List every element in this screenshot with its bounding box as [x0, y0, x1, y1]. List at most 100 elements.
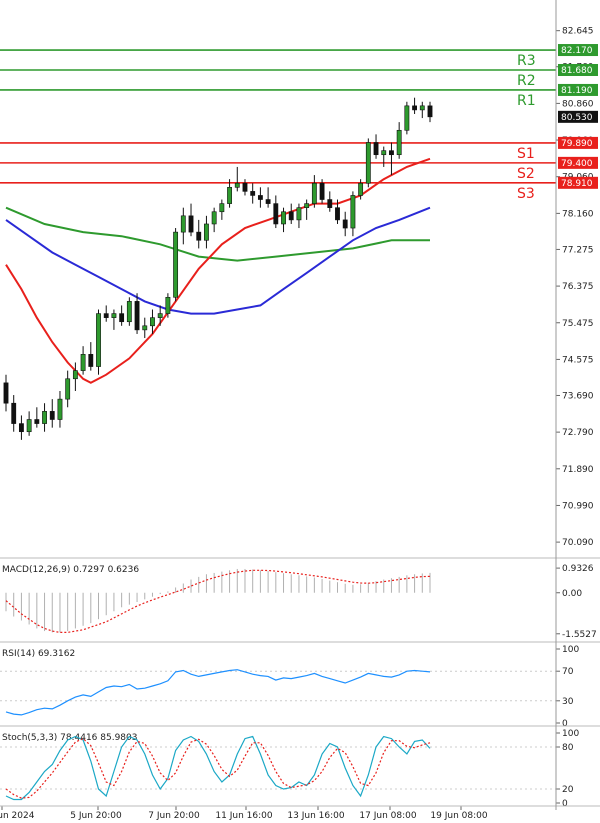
level-badge-label: 82.170 [561, 46, 593, 56]
sub-tick-label: 0 [562, 799, 568, 809]
candle-body-down [196, 231, 202, 241]
time-tick-label: 7 Jun 20:00 [148, 811, 200, 821]
sub-tick-label: 100 [562, 645, 579, 655]
macd-title: MACD(12,26,9) 0.7297 0.6236 [2, 565, 139, 575]
time-axis: 3 Jun 2024 5 Jun 20:00 7 Jun 20:00 11 Jun 1… [0, 806, 488, 821]
candle-body-down [188, 215, 194, 233]
candle [26, 411, 32, 436]
candle-body-down [288, 211, 294, 221]
price-tick-label: 80.860 [562, 99, 594, 109]
candle-body-up [304, 203, 310, 208]
price-tick-label: 77.275 [562, 245, 594, 255]
level-badge-bg [558, 63, 598, 76]
candle-body-up [350, 195, 356, 229]
price-axis: 82.64581.76080.86079.96079.06078.16077.2… [556, 27, 594, 548]
candle [211, 207, 217, 233]
level-badge-label: 81.190 [561, 86, 593, 96]
macd-panel: MACD(12,26,9) 0.7297 0.6236 0.9326 0.00 -1… [2, 564, 597, 640]
candle [219, 199, 225, 220]
candle-body-up [111, 313, 117, 318]
candle-body-up [80, 354, 86, 371]
level-badge-label: 81.680 [561, 66, 593, 76]
sub-tick-label: 100 [562, 729, 579, 739]
current-price-badge-label: 80.530 [561, 113, 593, 123]
candle [281, 207, 286, 233]
candle [419, 101, 425, 119]
candle [358, 179, 364, 200]
price-tick-label: 82.645 [562, 27, 594, 37]
candle-body-up [281, 211, 286, 225]
price-tick-label: 78.160 [562, 209, 594, 219]
candle [327, 191, 333, 212]
candle-body-down [342, 219, 348, 229]
candle [427, 101, 433, 123]
candle [188, 203, 194, 237]
candle-body-up [365, 142, 371, 184]
candle [288, 203, 294, 224]
candle-body-up [65, 378, 71, 400]
candle-body-down [34, 419, 40, 424]
candle [111, 309, 117, 330]
candle [234, 166, 240, 192]
candle-body-up [211, 211, 217, 225]
candle [250, 183, 256, 204]
candle [311, 175, 317, 208]
candle [335, 199, 340, 224]
candle-body-down [18, 423, 24, 433]
rsi-panel: RSI(14) 69.3162 100 70 30 0 [0, 645, 579, 729]
candlestick-series [3, 97, 433, 440]
candle [18, 415, 24, 440]
level-badge-bg [558, 136, 598, 149]
time-tick-label: 5 Jun 20:00 [70, 811, 122, 821]
level-name-s2: S2 [517, 166, 535, 182]
candle-body-down [3, 382, 9, 404]
stoch-panel: Stoch(5,3,3) 78.4416 85.9803 100 80 20 0 [0, 729, 579, 809]
candle-body-down [242, 182, 248, 192]
candle [204, 215, 209, 249]
candle-body-up [396, 129, 402, 156]
level-name-r1: R1 [517, 93, 536, 109]
candle [49, 399, 55, 428]
candle [296, 203, 302, 229]
candle [65, 370, 71, 408]
ma-slow-line [5, 206, 430, 262]
candle [342, 211, 348, 237]
level-name-r3: R3 [517, 53, 536, 69]
price-tick-label: 70.090 [562, 538, 594, 548]
price-tick-label: 70.990 [562, 501, 594, 511]
level-name-r2: R2 [517, 73, 536, 89]
candle-body-down [257, 195, 263, 200]
candle [103, 305, 109, 322]
level-badge-bg [558, 83, 598, 96]
candle-body-down [273, 203, 279, 225]
candle [365, 138, 371, 188]
candle-body-down [88, 354, 94, 367]
candle-body-up [157, 313, 163, 318]
candle [404, 101, 410, 135]
candle [119, 305, 125, 326]
candle-body-up [204, 223, 209, 241]
price-panel: R3 R2 R1 S1 S2 S3 [0, 49, 556, 440]
macd-signal-line [5, 569, 431, 633]
current-price-badge-bg [558, 110, 598, 123]
candle-body-down [389, 150, 394, 156]
candle-body-down [250, 191, 256, 196]
level-price-badges: 82.170 81.680 81.190 79.890 79.400 78.910 80.5… [558, 44, 598, 189]
candle [273, 195, 279, 229]
time-tick-label: 13 Jun 16:00 [287, 811, 344, 821]
candle-body-up [311, 182, 317, 204]
candle [373, 134, 379, 159]
level-badge-bg [558, 156, 598, 169]
price-tick-label: 75.475 [562, 319, 594, 329]
candle [80, 346, 86, 375]
candle-body-up [219, 203, 225, 213]
candle-body-up [42, 411, 47, 424]
candle-body-up [57, 398, 63, 420]
candle [88, 342, 94, 371]
candle-body-up [96, 313, 101, 367]
candle-body-up [150, 317, 155, 327]
candle-body-up [173, 231, 179, 298]
candle-body-up [26, 419, 32, 433]
candle-body-up [404, 105, 410, 131]
